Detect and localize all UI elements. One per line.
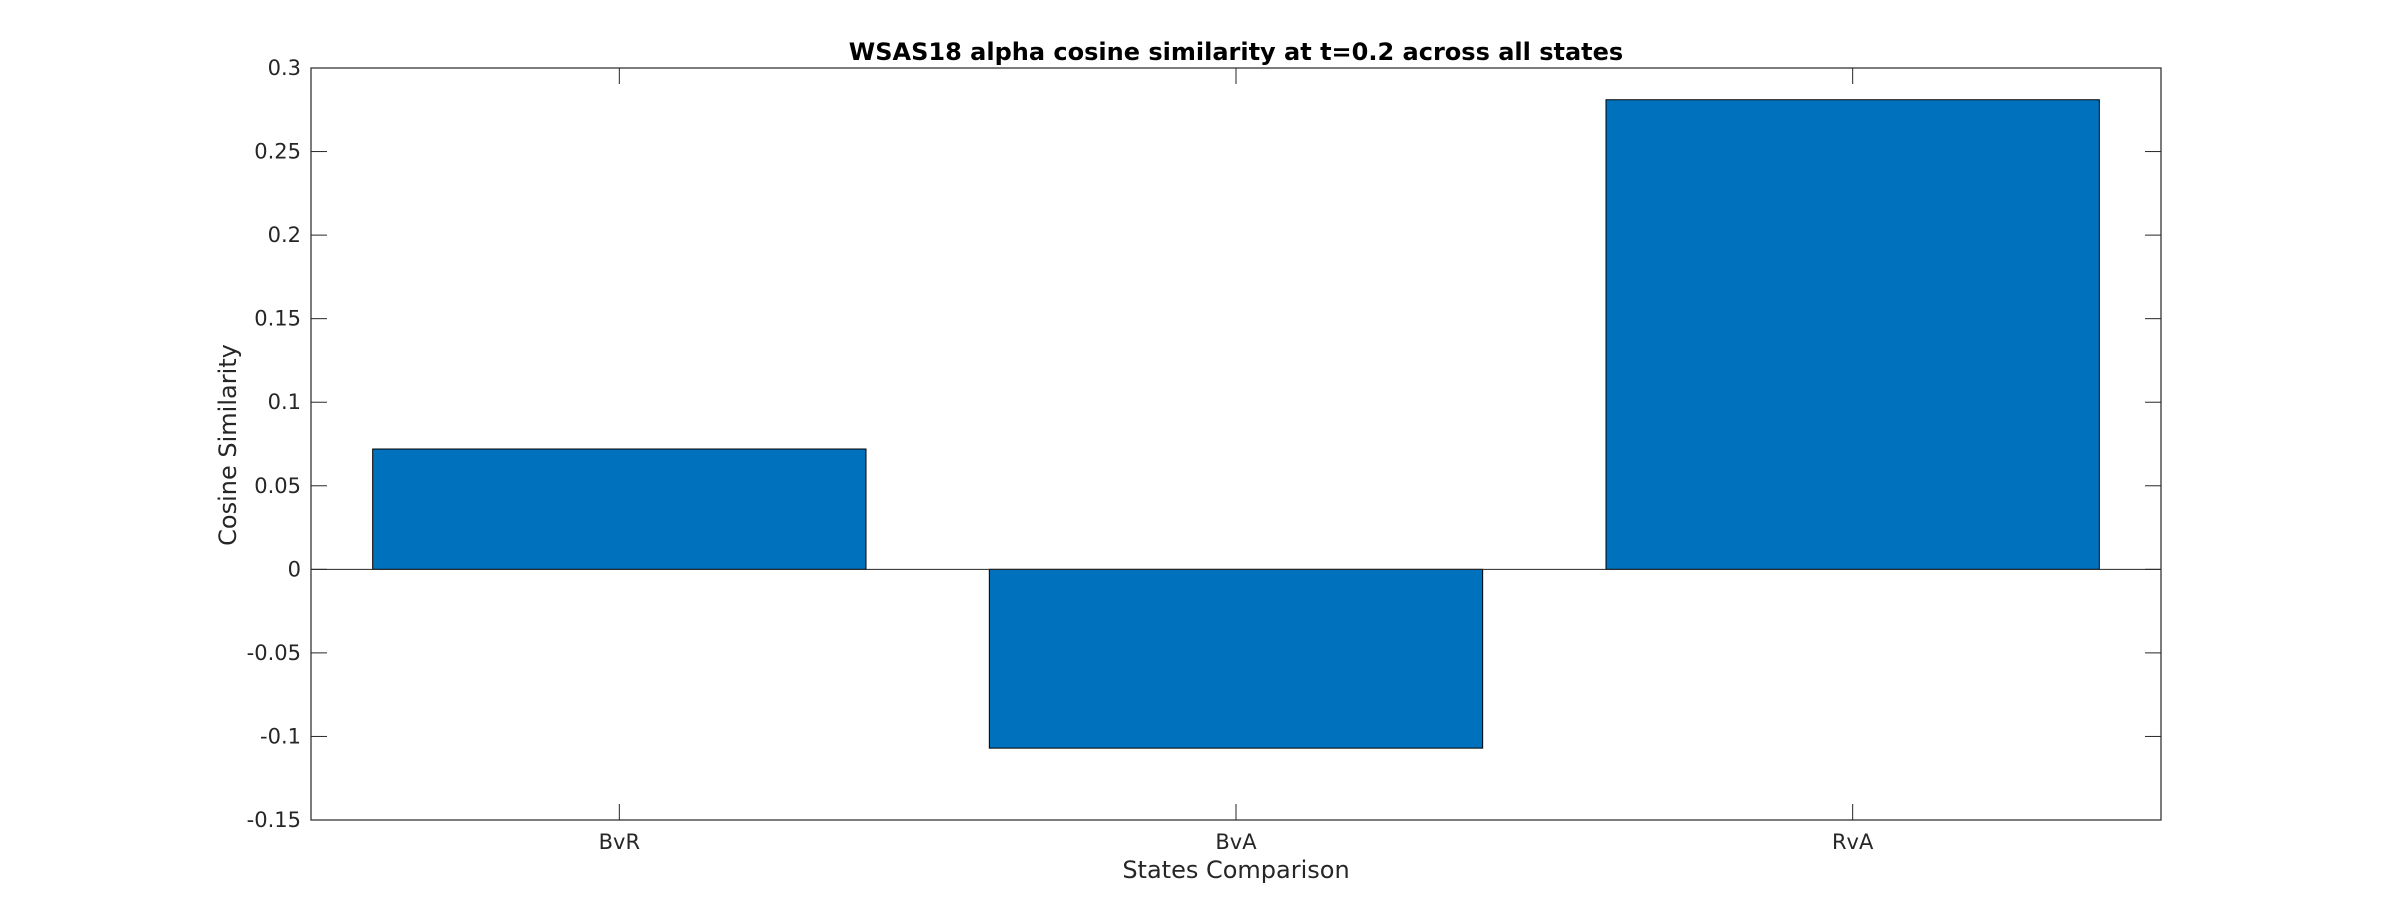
y-tick-label: 0.3 [268, 56, 301, 80]
y-tick-label: 0.2 [268, 223, 301, 247]
y-tick-label: 0.25 [254, 140, 301, 164]
x-tick-label-RvA: RvA [1832, 830, 1874, 854]
y-tick-label: -0.05 [247, 641, 301, 665]
y-tick-label: -0.15 [247, 808, 301, 832]
x-tick-label-BvA: BvA [1215, 830, 1257, 854]
x-tick-label-BvR: BvR [599, 830, 640, 854]
y-tick-label: 0.05 [254, 474, 301, 498]
y-tick-label: 0 [288, 557, 301, 581]
y-tick-label: -0.1 [260, 724, 301, 748]
ticks-layer: -0.15 -0.1 -0.05 0 0.05 0.1 0.15 0.2 0.25 0.3 BvR B… [247, 56, 2161, 854]
bars-layer [372, 99, 2100, 749]
y-tick-label: 0.15 [254, 307, 301, 331]
x-axis-label: States Comparison [1122, 856, 1349, 884]
bar-BvR [372, 448, 867, 570]
bar-BvA [988, 568, 1484, 749]
bar-RvA [1605, 99, 2100, 570]
y-tick-label: 0.1 [268, 390, 301, 414]
y-axis-label: Cosine Similarity [214, 344, 242, 546]
chart-title: WSAS18 alpha cosine similarity at t=0.2 … [849, 38, 1623, 66]
